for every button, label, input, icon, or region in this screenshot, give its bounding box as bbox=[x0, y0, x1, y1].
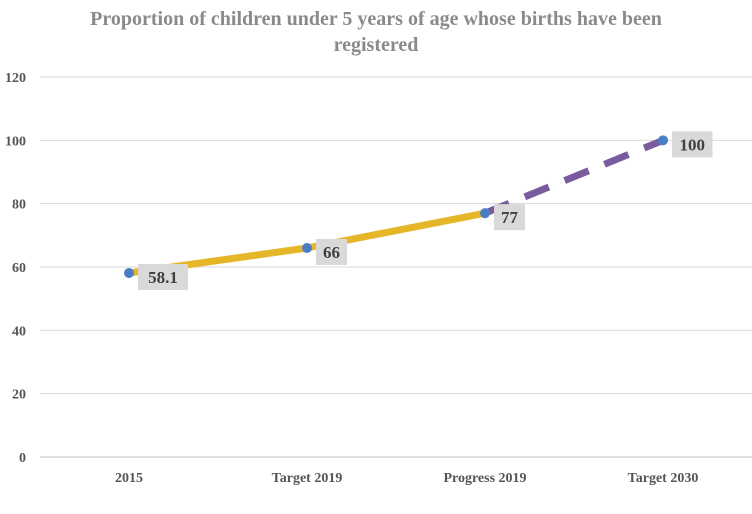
x-tick-label: Target 2030 bbox=[628, 471, 699, 486]
data-point bbox=[302, 243, 312, 253]
data-label-box bbox=[138, 264, 188, 291]
data-label-box bbox=[494, 204, 525, 231]
data-label-box bbox=[672, 131, 713, 158]
data-label-box bbox=[316, 239, 347, 265]
data-label: 66 bbox=[323, 243, 340, 262]
x-tick-label: 2015 bbox=[115, 471, 143, 486]
y-tick-label: 20 bbox=[12, 388, 26, 403]
data-label: 77 bbox=[501, 208, 519, 227]
data-point bbox=[658, 135, 668, 146]
data-label: 100 bbox=[680, 135, 706, 154]
series-line-dashed bbox=[483, 137, 665, 217]
data-point bbox=[124, 268, 134, 279]
chart-title: Proportion of children under 5 years of … bbox=[90, 8, 662, 56]
y-tick-label: 120 bbox=[5, 71, 26, 86]
x-tick-label: Progress 2019 bbox=[443, 471, 526, 486]
y-tick-label: 0 bbox=[19, 451, 26, 466]
y-tick-label: 80 bbox=[12, 198, 26, 213]
data-label: 58.1 bbox=[148, 268, 178, 287]
y-tick-label: 100 bbox=[5, 134, 26, 149]
x-tick-label: Target 2019 bbox=[272, 471, 343, 486]
y-tick-label: 60 bbox=[12, 261, 26, 276]
data-point bbox=[480, 208, 490, 219]
y-tick-label: 40 bbox=[12, 324, 26, 339]
